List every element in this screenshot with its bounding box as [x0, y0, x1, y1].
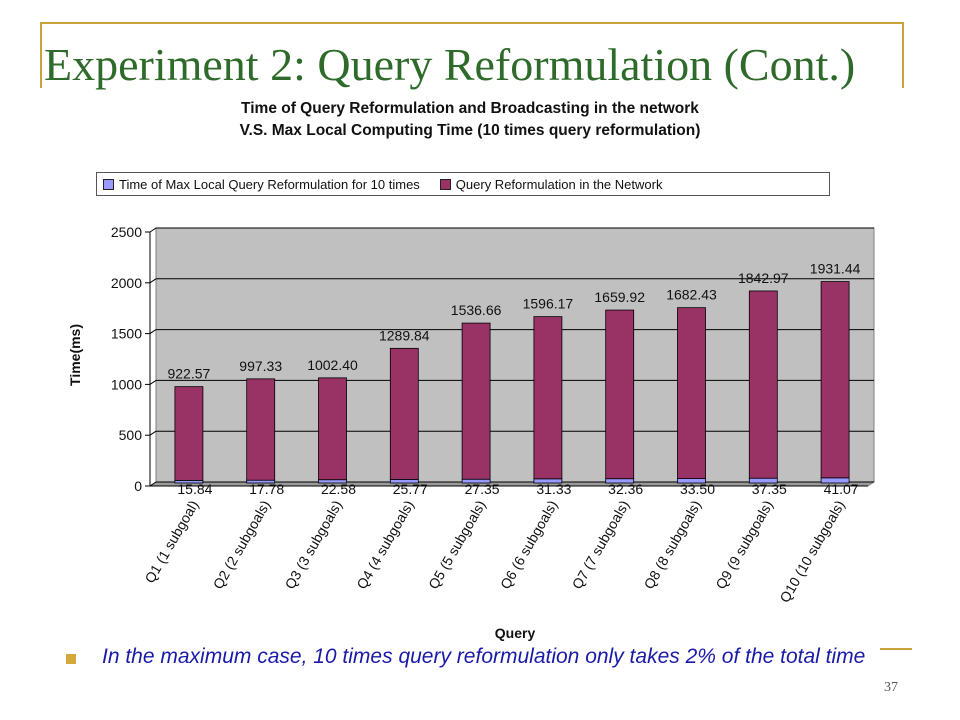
frame-line-left: [40, 22, 42, 88]
data-label-local: 22.58: [321, 481, 356, 497]
bar-segment-network: [246, 378, 276, 481]
frame-line-bottom-right: [880, 648, 912, 650]
y-tick-label: 500: [119, 427, 143, 443]
data-label-network: 997.33: [239, 358, 282, 374]
legend-label-network: Query Reformulation in the Network: [455, 176, 663, 192]
data-label-network: 1842.97: [738, 270, 789, 286]
x-tick-label: Q9 (9 subgoals): [712, 498, 776, 592]
bar-segment-network: [533, 316, 563, 480]
bar-segment-network: [461, 322, 491, 480]
data-label-network: 1596.17: [523, 296, 574, 312]
bullet-text: In the maximum case, 10 times query refo…: [102, 645, 866, 668]
x-tick-label: Q8 (8 subgoals): [640, 498, 704, 592]
legend-item-network: Query Reformulation in the Network: [439, 176, 663, 192]
x-tick-label: Q5 (5 subgoals): [425, 498, 489, 592]
x-tick-label: Q10 (10 subgoals): [776, 498, 847, 606]
legend-label-local: Time of Max Local Query Reformulation fo…: [119, 176, 420, 192]
data-label-local: 15.84: [177, 481, 212, 497]
gridline-wall: [149, 430, 157, 436]
x-tick-label: Q7 (7 subgoals): [569, 498, 633, 592]
gridline-wall: [149, 481, 157, 487]
frame-line-top: [40, 22, 904, 24]
bar-segment-network: [174, 386, 204, 481]
page-number: 37: [884, 680, 898, 695]
chart-title-line-1: Time of Query Reformulation and Broadcas…: [241, 100, 699, 117]
x-tick-label: Q2 (2 subgoals): [210, 498, 274, 592]
x-axis-title: Query: [495, 625, 536, 641]
data-label-network: 1659.92: [594, 289, 645, 305]
x-tick-label: Q4 (4 subgoals): [353, 498, 417, 592]
y-axis-title: Time(ms): [67, 324, 83, 386]
data-label-local: 33.50: [680, 481, 715, 497]
x-tick-label: Q3 (3 subgoals): [281, 498, 345, 592]
chart-legend: Time of Max Local Query Reformulation fo…: [96, 172, 830, 196]
bar-segment-network: [820, 281, 850, 479]
gridline-wall: [149, 278, 157, 284]
gridline-wall: [149, 329, 157, 335]
legend-item-local: Time of Max Local Query Reformulation fo…: [103, 177, 420, 192]
data-label-local: 17.78: [249, 481, 284, 497]
y-tick-label: 1500: [111, 326, 142, 342]
y-tick-label: 0: [134, 478, 142, 494]
data-label-local: 41.07: [824, 481, 859, 497]
bar-segment-network: [748, 290, 778, 479]
y-tick-label: 2000: [111, 275, 142, 291]
chart-title-line-2: V.S. Max Local Computing Time (10 times …: [239, 122, 701, 139]
data-label-local: 37.35: [752, 481, 787, 497]
data-label-network: 1002.40: [307, 357, 358, 373]
data-label-network: 1931.44: [810, 261, 861, 277]
x-tick-label: Q6 (6 subgoals): [497, 498, 561, 592]
bar-segment-network: [677, 307, 706, 479]
frame-line-right: [902, 22, 904, 88]
chart-title: Time of Query Reformulation and Broadcas…: [140, 98, 800, 142]
slide-title: Experiment 2: Query Reformulation (Cont.…: [44, 39, 856, 90]
y-tick-label: 1000: [111, 376, 142, 392]
bullet-point: In the maximum case, 10 times query refo…: [66, 646, 896, 668]
bar-segment-network: [605, 309, 635, 480]
bar-segment-network: [318, 377, 347, 481]
bar-segment-network: [389, 347, 419, 480]
data-label-network: 922.57: [167, 366, 210, 382]
data-label-network: 1682.43: [666, 287, 717, 303]
data-label-local: 31.33: [536, 481, 571, 497]
legend-swatch-network: [439, 178, 451, 190]
legend-swatch-local: [103, 178, 114, 190]
y-tick-label: 2500: [111, 224, 142, 240]
x-tick-label: Q1 (1 subgoal): [141, 498, 201, 586]
gridline-wall: [149, 227, 157, 233]
data-label-local: 25.77: [393, 481, 428, 497]
data-label-local: 32.36: [608, 481, 643, 497]
bullet-square-icon: [66, 654, 76, 664]
gridline-wall: [149, 379, 157, 385]
data-label-local: 27.35: [465, 481, 500, 497]
data-label-network: 1536.66: [451, 302, 502, 318]
data-label-network: 1289.84: [379, 327, 430, 343]
